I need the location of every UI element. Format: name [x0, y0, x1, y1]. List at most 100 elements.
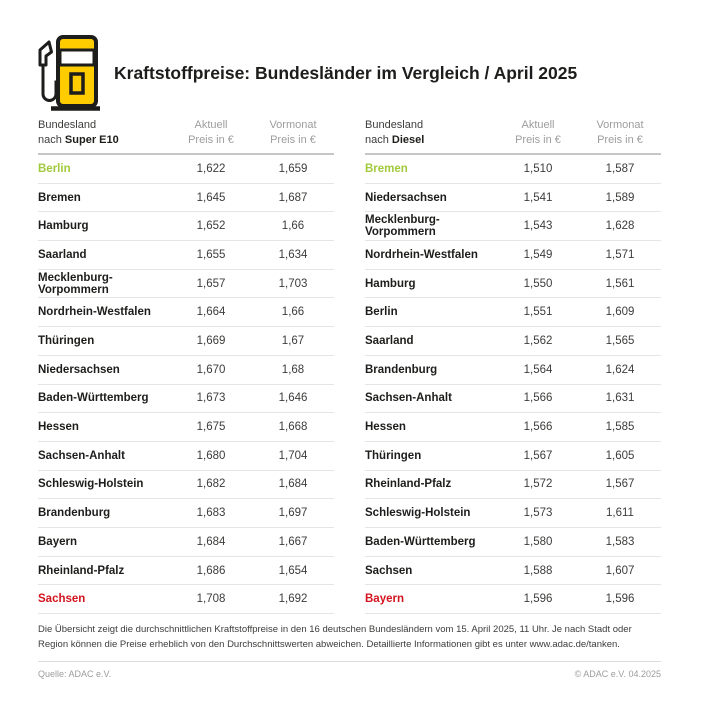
table-header: Bundesland nach Diesel Aktuell Preis in … [365, 118, 661, 156]
current-price: 1,622 [196, 162, 226, 175]
state-name: Saarland [365, 335, 414, 347]
previous-price: 1,704 [278, 449, 308, 462]
current-price: 1,664 [196, 306, 226, 319]
state-name: Bremen [38, 191, 81, 204]
previous-price: 1,609 [605, 306, 635, 319]
previous-price: 1,571 [605, 248, 635, 261]
state-name: Rheinland-Pfalz [365, 478, 452, 491]
column-header-current: Aktuell Preis in € [515, 119, 561, 146]
previous-price: 1,668 [278, 421, 308, 434]
current-price: 1,684 [196, 535, 226, 548]
table-row: Saarland 1,562 1,565 [365, 327, 661, 356]
current-price: 1,673 [196, 392, 226, 405]
region-prefix: nach [365, 133, 389, 146]
previous-price: 1,703 [278, 277, 308, 290]
table-row: Niedersachsen 1,541 1,589 [365, 184, 661, 213]
previous-price: 1,667 [278, 535, 308, 548]
previous-price: 1,646 [278, 392, 308, 405]
table-row: Mecklenburg-Vorpommern 1,657 1,703 [38, 270, 334, 299]
state-name: Schleswig-Holstein [365, 507, 471, 520]
table-row: Brandenburg 1,683 1,697 [38, 499, 334, 528]
previous-price: 1,631 [605, 392, 635, 405]
fuel-name: Super E10 [64, 133, 119, 146]
region-label: Bundesland [38, 119, 97, 131]
current-price: 1,551 [523, 306, 553, 319]
column-header-region: Bundesland nach Super E10 [38, 118, 170, 147]
column-header-previous: Vormonat Preis in € [269, 119, 317, 146]
column-header-current: Aktuell Preis in € [188, 119, 234, 146]
previous-price: 1,561 [605, 277, 635, 290]
column-header-region: Bundesland nach Diesel [365, 118, 497, 147]
table-body: Berlin 1,622 1,659 Bremen 1,645 1,687 Hamburg 1… [38, 155, 334, 615]
current-price: 1,541 [523, 191, 553, 204]
column-header-previous: Vormonat Preis in € [596, 119, 644, 146]
state-name: Hessen [38, 421, 79, 434]
current-price: 1,588 [523, 564, 553, 577]
previous-price: 1,583 [605, 535, 635, 548]
state-name: Thüringen [38, 335, 95, 347]
previous-price: 1,596 [605, 593, 635, 606]
table-row: Mecklenburg-Vorpommern 1,543 1,628 [365, 212, 661, 242]
state-name: Rheinland-Pfalz [38, 564, 125, 577]
previous-price: 1,66 [281, 220, 305, 233]
previous-price: 1,611 [606, 507, 634, 520]
table-row: Niedersachsen 1,670 1,68 [38, 356, 334, 385]
table-row: Rheinland-Pfalz 1,686 1,654 [38, 557, 334, 586]
table-row: Thüringen 1,567 1,605 [365, 442, 661, 471]
table-row: Hamburg 1,652 1,66 [38, 212, 334, 242]
table-super-e10: Bundesland nach Super E10 Aktuell Preis … [38, 118, 334, 615]
state-name: Sachsen-Anhalt [38, 449, 125, 462]
table-row: Bayern 1,596 1,596 [365, 585, 661, 615]
table-row: Baden-Württemberg 1,673 1,646 [38, 385, 334, 414]
table-row: Bremen 1,510 1,587 [365, 155, 661, 184]
current-price: 1,580 [523, 535, 553, 548]
state-name: Berlin [365, 306, 398, 319]
current-price: 1,550 [523, 277, 553, 290]
previous-price: 1,654 [278, 564, 308, 577]
state-name: Mecklenburg-Vorpommern [38, 271, 113, 296]
table-row: Bayern 1,684 1,667 [38, 528, 334, 557]
current-price: 1,708 [196, 593, 226, 606]
previous-price: 1,697 [278, 507, 308, 520]
current-price: 1,675 [196, 421, 226, 434]
footnote: Die Übersicht zeigt die durchschnittlich… [38, 624, 632, 651]
previous-price: 1,66 [281, 306, 305, 319]
page-title: Kraftstoffpreise: Bundesländer im Vergle… [114, 62, 578, 83]
table-row: Sachsen-Anhalt 1,566 1,631 [365, 385, 661, 414]
tables-container: Bundesland nach Super E10 Aktuell Preis … [38, 118, 661, 615]
current-price: 1,510 [523, 162, 553, 175]
current-price: 1,543 [523, 220, 553, 233]
table-diesel: Bundesland nach Diesel Aktuell Preis in … [365, 118, 661, 615]
fuel-pump-icon [38, 35, 100, 111]
state-name: Mecklenburg-Vorpommern [365, 214, 440, 239]
current-price: 1,564 [523, 363, 553, 376]
state-name: Nordrhein-Westfalen [365, 248, 478, 261]
previous-price: 1,684 [278, 478, 308, 491]
table-row: Nordrhein-Westfalen 1,664 1,66 [38, 298, 334, 328]
table-row: Bremen 1,645 1,687 [38, 184, 334, 213]
previous-price: 1,628 [605, 220, 635, 233]
previous-price: 1,67 [281, 335, 305, 347]
table-row: Thüringen 1,669 1,67 [38, 327, 334, 356]
table-row: Hessen 1,566 1,585 [365, 413, 661, 442]
previous-price: 1,567 [605, 478, 635, 491]
table-row: Saarland 1,655 1,634 [38, 241, 334, 270]
header: Kraftstoffpreise: Bundesländer im Vergle… [34, 33, 577, 113]
state-name: Niedersachsen [365, 191, 447, 204]
state-name: Thüringen [365, 449, 422, 462]
previous-price: 1,585 [605, 421, 635, 434]
state-name: Sachsen [38, 593, 86, 606]
table-body: Bremen 1,510 1,587 Niedersachsen 1,541 1,589 M… [365, 155, 661, 615]
table-row: Nordrhein-Westfalen 1,549 1,571 [365, 241, 661, 270]
current-price: 1,573 [523, 507, 553, 520]
state-name: Bremen [365, 162, 408, 175]
current-price: 1,562 [523, 335, 553, 347]
table-row: Schleswig-Holstein 1,682 1,684 [38, 471, 334, 500]
current-price: 1,645 [196, 191, 226, 204]
previous-price: 1,565 [605, 335, 635, 347]
current-price: 1,680 [196, 449, 226, 462]
current-price: 1,686 [196, 564, 226, 577]
state-name: Hamburg [365, 277, 416, 290]
current-price: 1,655 [196, 248, 226, 261]
